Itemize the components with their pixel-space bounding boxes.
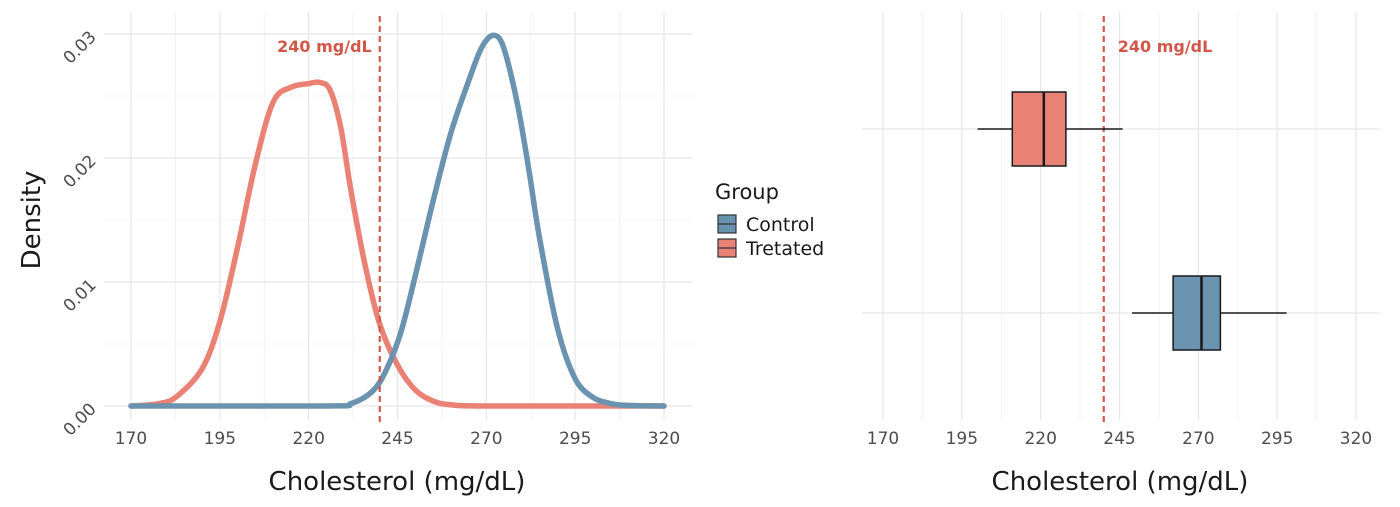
boxplot-boxes <box>978 92 1287 350</box>
density-x-tick-label: 295 <box>559 429 591 449</box>
legend-label-control: Control <box>746 214 815 236</box>
density-y-tick-labels: 0.00 0.01 0.02 0.03 <box>60 27 101 440</box>
boxplot-x-tick-label: 170 <box>867 429 899 449</box>
box-body <box>1012 92 1066 166</box>
boxplot-grid <box>862 12 1380 420</box>
boxplot-x-axis-title: Cholesterol (mg/dL) <box>992 467 1249 497</box>
density-x-tick-label: 195 <box>204 429 236 449</box>
density-x-tick-label: 220 <box>292 429 324 449</box>
density-panel: 240 mg/dL 170 195 220 245 270 295 320 0.00 0.01… <box>17 12 692 497</box>
box-body <box>1173 276 1220 350</box>
density-reference-label: 240 mg/dL <box>277 37 372 56</box>
density-x-tick-label: 270 <box>470 429 502 449</box>
density-x-axis-title: Cholesterol (mg/dL) <box>269 467 526 497</box>
boxplot-x-tick-label: 295 <box>1261 429 1293 449</box>
density-y-tick-label: 0.01 <box>60 275 101 316</box>
boxplot-reference-label: 240 mg/dL <box>1118 37 1213 56</box>
legend-key-control <box>718 215 736 233</box>
legend-title: Group <box>715 180 779 204</box>
density-grid <box>104 12 692 420</box>
density-y-axis-title: Density <box>17 171 47 270</box>
box-control <box>1132 276 1287 350</box>
density-x-tick-labels: 170 195 220 245 270 295 320 <box>115 429 680 449</box>
density-y-tick-label: 0.00 <box>60 399 101 440</box>
boxplot-x-tick-label: 270 <box>1182 429 1214 449</box>
boxplot-x-tick-label: 320 <box>1340 429 1372 449</box>
legend-key-tretated <box>718 239 736 257</box>
box-tretated <box>978 92 1123 166</box>
density-x-tick-label: 320 <box>648 429 680 449</box>
legend-label-tretated: Tretated <box>745 238 824 260</box>
boxplot-x-tick-label: 195 <box>946 429 978 449</box>
boxplot-x-tick-labels: 170 195 220 245 270 295 320 <box>867 429 1372 449</box>
density-x-tick-label: 245 <box>381 429 413 449</box>
boxplot-x-tick-label: 220 <box>1024 429 1056 449</box>
density-y-tick-label: 0.02 <box>60 151 101 192</box>
boxplot-x-tick-label: 245 <box>1103 429 1135 449</box>
boxplot-panel: 240 mg/dL 170 195 220 245 270 295 320 Choleste… <box>862 12 1380 497</box>
density-x-tick-label: 170 <box>115 429 147 449</box>
density-y-tick-label: 0.03 <box>60 27 101 68</box>
